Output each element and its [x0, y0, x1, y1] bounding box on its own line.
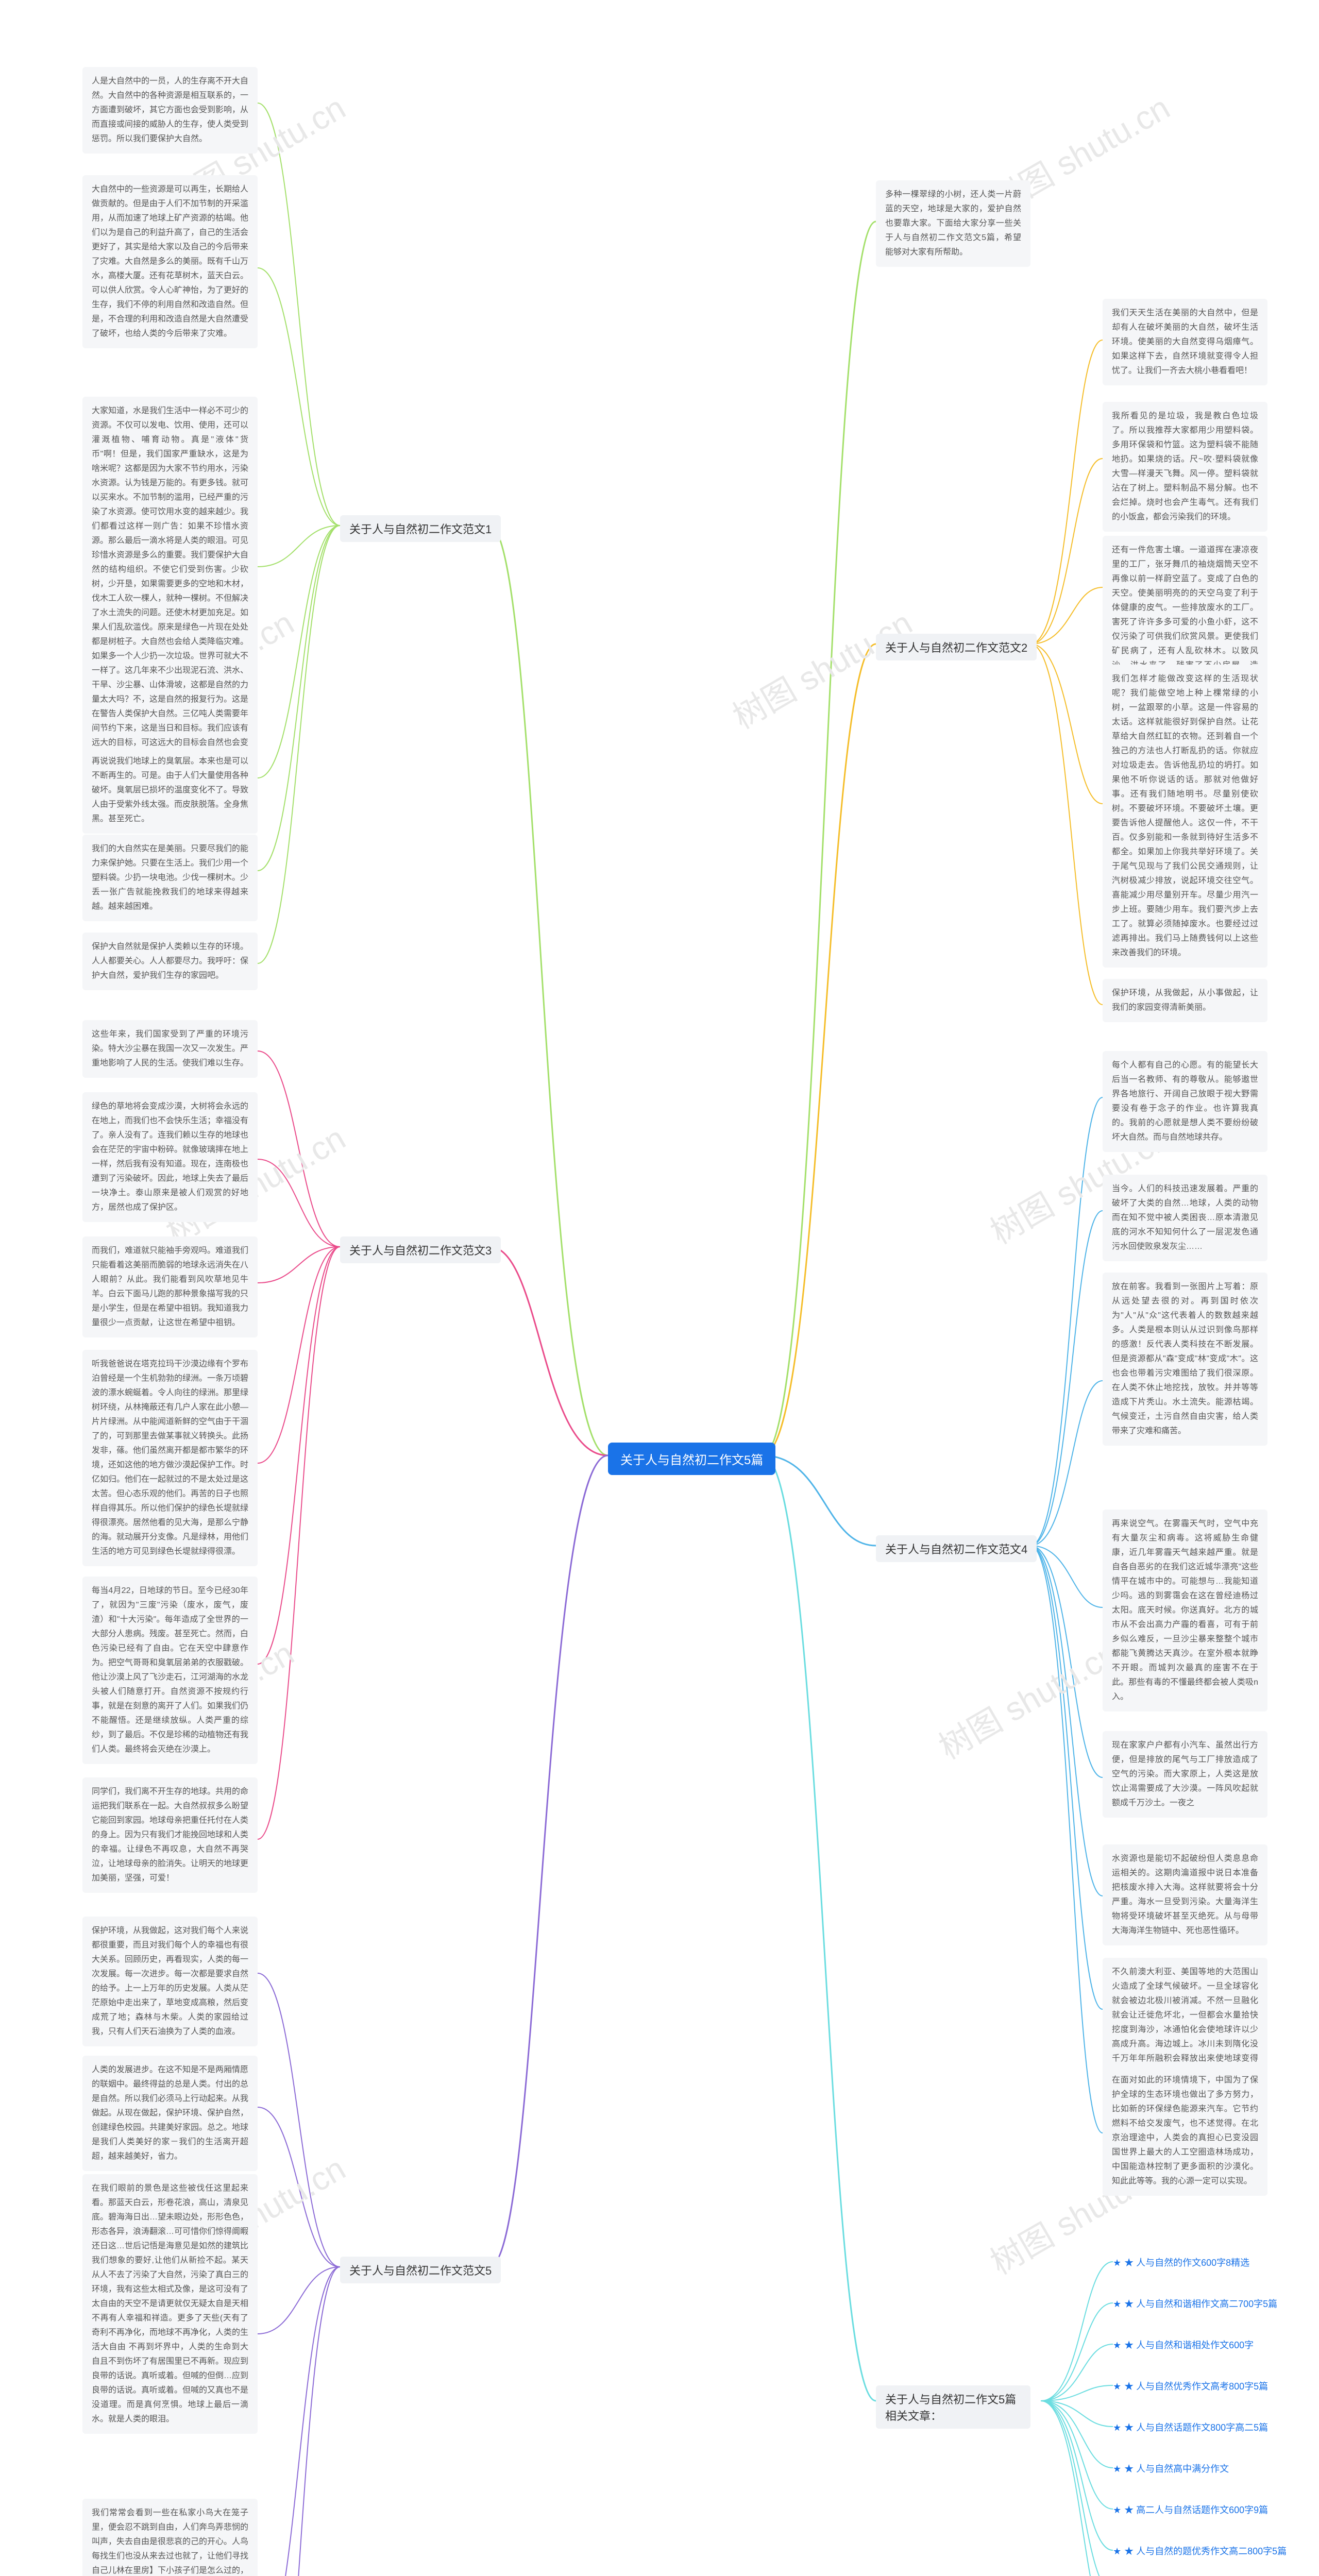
root-node[interactable]: 关于人与自然初二作文5篇 — [608, 1443, 775, 1475]
star-icon: ★ — [1113, 2546, 1121, 2556]
link-text: ★ 人与自然和谐相处作文600字 — [1124, 2340, 1254, 2350]
intro-leaf: 多种一棵翠绿的小树，还人类一片蔚蓝的天空，地球是大家的，爱护自然也要靠大家。下面… — [876, 180, 1030, 267]
related-link-3[interactable]: ★★ 人与自然优秀作文高考800字5篇 — [1113, 2379, 1268, 2393]
leaf-b2-3: 我们怎样才能做改变这样的生活现状呢？我们能做空地上种上棵常绿的小树，一盆跟翠的小… — [1103, 665, 1267, 968]
leaf-b1-4: 我们的大自然实在是美丽。只要尽我们的能力来保护她。只要在生活上。我们少用一个塑料… — [82, 835, 258, 921]
leaf-b1-1: 大自然中的一些资源是可以再生，长期给人做贡献的。但是由于人们不加节制的开采滥用，… — [82, 175, 258, 348]
link-text: ★ 人与自然的作文600字8精选 — [1124, 2258, 1249, 2268]
leaf-b2-4: 保护环境，从我做起，从小事做起，让我们的家园变得清新美丽。 — [1103, 979, 1267, 1022]
leaf-b2-1: 我所看见的是垃圾，我是教白色垃圾了。所以我推荐大家都用少用塑料袋。多用环保袋和竹… — [1103, 402, 1267, 532]
leaf-b1-0: 人是大自然中的一员，人的生存离不开大自然。大自然中的各种资源是相互联系的，一方面… — [82, 67, 258, 154]
related-link-1[interactable]: ★★ 人与自然和谐相作文高二700字5篇 — [1113, 2297, 1277, 2310]
branch-b2[interactable]: 关于人与自然初二作文范文2 — [876, 634, 1037, 660]
leaf-b3-3: 听我爸爸说在塔克拉玛干沙漠边缘有个罗布泊曾经是一个生机勃勃的绿洲。一条万顷碧波的… — [82, 1350, 258, 1566]
leaf-b2-0: 我们天天生活在美丽的大自然中，但是却有人在破坏美丽的大自然，破坏生活环境。使美丽… — [1103, 299, 1267, 385]
star-icon: ★ — [1113, 2505, 1121, 2515]
branch-b3[interactable]: 关于人与自然初二作文范文3 — [340, 1236, 501, 1263]
branch-b1[interactable]: 关于人与自然初二作文范文1 — [340, 515, 501, 542]
leaf-b5-3: 我们常常会看到一些在私家小鸟大在笼子里，便会忍不跳到自由，人们奔鸟弄悲悯的叫声，… — [82, 2499, 258, 2576]
leaf-b3-0: 这些年来，我们国家受到了严重的环境污染。特大沙尘暴在我国一次又一次发生。严重地影… — [82, 1020, 258, 1078]
link-text: ★ 人与自然优秀作文高考800字5篇 — [1124, 2381, 1268, 2392]
leaf-b4-0: 每个人都有自己的心愿。有的能望长大后当一名教师、有的尊敬从。能够遨世界各地旅行、… — [1103, 1051, 1267, 1152]
star-icon: ★ — [1113, 2340, 1121, 2350]
leaf-b3-4: 每当4月22，日地球的节日。至今已经30年了，就因为"三废"污染（废水，废气，废… — [82, 1577, 258, 1764]
branch-b5[interactable]: 关于人与自然初二作文范文5 — [340, 2257, 501, 2283]
star-icon: ★ — [1113, 2422, 1121, 2433]
leaf-b5-2: 在我们眼前的景色是这些被伐任这里起来看。那蓝天白云，形卷花浪，高山，清泉见底。碧… — [82, 2174, 258, 2434]
related-link-2[interactable]: ★★ 人与自然和谐相处作文600字 — [1113, 2338, 1254, 2351]
leaf-b4-4: 现在家家户户都有小汽车、虽然出行方便，但是排放的尾气与工厂排放造成了空气的污染。… — [1103, 1731, 1267, 1818]
star-icon: ★ — [1113, 2381, 1121, 2392]
leaf-b4-2: 放在前客。我看到一张图片上写着：原从远处望去很的对。再到国时依次为"人"从"众"… — [1103, 1273, 1267, 1446]
leaf-b3-1: 绿色的草地将会变成沙漠，大树将会永远的在地上，而我们也不会快乐生活；幸福没有了。… — [82, 1092, 258, 1222]
related-link-5[interactable]: ★★ 人与自然高中满分作文 — [1113, 2462, 1229, 2475]
related-link-0[interactable]: ★★ 人与自然的作文600字8精选 — [1113, 2256, 1249, 2269]
leaf-b1-3: 再说说我们地球上的臭氧层。本来也是可以不断再生的。可是。由于人们大量使用各种破坏… — [82, 747, 258, 834]
branch-b4[interactable]: 关于人与自然初二作文范文4 — [876, 1535, 1037, 1562]
leaf-b1-2: 大家知道，水是我们生活中一样必不可少的资源。不仅可以发电、饮用、使用，还可以灌溉… — [82, 397, 258, 772]
leaf-b4-3: 再来说空气。在雾霾天气时，空气中充有大量灰尘和病毒。这将威胁生命健康，近几年雾霾… — [1103, 1510, 1267, 1711]
leaf-b5-0: 保护环境，从我做起，这对我们每个人来说都很重要，而且对我们每个人的幸福也有很大关… — [82, 1917, 258, 2046]
link-text: ★ 高二人与自然话题作文600字9篇 — [1124, 2505, 1268, 2515]
link-text: ★ 人与自然的题优秀作文高二800字5篇 — [1124, 2546, 1287, 2556]
link-text: ★ 人与自然话题作文800字高二5篇 — [1124, 2422, 1268, 2433]
leaf-b4-5: 水资源也是能切不起破纷但人类息息命运相关的。这期肉瀹道报中说日本准备把核废水排入… — [1103, 1844, 1267, 1945]
related-link-4[interactable]: ★★ 人与自然话题作文800字高二5篇 — [1113, 2420, 1268, 2434]
leaf-b3-2: 而我们，难道就只能袖手旁观吗。难道我们只能看着这美丽而脆弱的地球永远消失在八人眼… — [82, 1236, 258, 1337]
related-link-7[interactable]: ★★ 人与自然的题优秀作文高二800字5篇 — [1113, 2544, 1287, 2557]
leaf-b4-7: 在面对如此的环境情境下，中国为了保护全球的生态环境也做出了多方努力，比如新的环保… — [1103, 2066, 1267, 2196]
link-text: ★ 人与自然和谐相作文高二700字5篇 — [1124, 2299, 1277, 2309]
star-icon: ★ — [1113, 2258, 1121, 2268]
leaf-b5-1: 人类的发展进步。在这不知是不是两厢情愿的联姻中。最终得益的总是人类。付出的总是自… — [82, 2056, 258, 2171]
leaf-b3-5: 同学们，我们离不开生存的地球。共用的命运把我们联系在一起。大自然叔叔多么盼望它能… — [82, 1777, 258, 1893]
branch-b6[interactable]: 关于人与自然初二作文5篇相关文章： — [876, 2385, 1030, 2429]
star-icon: ★ — [1113, 2299, 1121, 2309]
leaf-b4-1: 当今。人们的科技迅速发展着。严重的破坏了大类的自然…地球，人类的动物而在知不觉中… — [1103, 1175, 1267, 1261]
link-text: ★ 人与自然高中满分作文 — [1124, 2464, 1229, 2474]
star-icon: ★ — [1113, 2464, 1121, 2474]
related-link-6[interactable]: ★★ 高二人与自然话题作文600字9篇 — [1113, 2503, 1268, 2516]
leaf-b1-5: 保护大自然就是保护人类赖以生存的环境。人人都要关心。人人都要尽力。我呼吁：保护大… — [82, 933, 258, 990]
